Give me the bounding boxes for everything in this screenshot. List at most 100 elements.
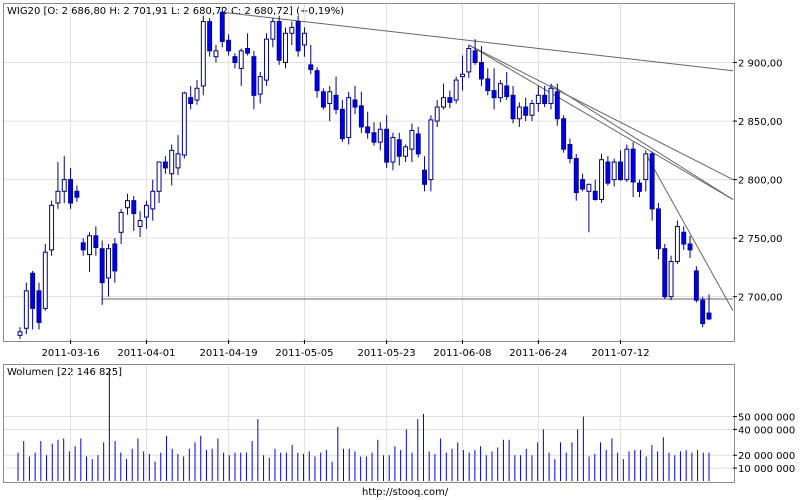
- candle-down: [219, 11, 225, 42]
- candle-down: [74, 190, 80, 198]
- candle-down: [333, 94, 339, 110]
- candle-down: [567, 143, 573, 160]
- candle-down: [472, 50, 478, 64]
- price-y-tick-label: 2 750,00: [738, 234, 783, 245]
- candle-down: [630, 148, 636, 183]
- candle-up: [497, 83, 503, 99]
- candle-up: [668, 261, 674, 298]
- candle-down: [80, 242, 86, 251]
- candle-up: [49, 204, 55, 251]
- candle-down: [700, 299, 706, 325]
- candle-up: [156, 161, 162, 192]
- price-y-tick-label: 2 700,00: [738, 293, 783, 304]
- candle-up: [181, 92, 187, 156]
- candle-down: [339, 108, 345, 140]
- candle-up: [346, 97, 352, 138]
- candle-up: [327, 91, 333, 105]
- candle-down: [396, 139, 402, 157]
- candle-down: [561, 118, 567, 150]
- candle-up: [87, 235, 92, 256]
- candle-down: [112, 243, 118, 272]
- candle-up: [428, 119, 434, 181]
- candle-down: [384, 128, 390, 163]
- candle-down: [447, 97, 453, 103]
- price-x-tick-label: 2011-04-01: [117, 348, 175, 359]
- candle-down: [358, 105, 364, 128]
- trend-line: [468, 44, 734, 200]
- candle-up: [624, 148, 630, 181]
- candle-down: [371, 132, 377, 143]
- price-x-tick-label: 2011-03-16: [42, 348, 100, 359]
- candle-down: [706, 312, 712, 320]
- candle-up: [409, 129, 415, 150]
- candle-up: [403, 146, 409, 157]
- candle-down: [207, 21, 213, 52]
- price-y-tick-label: 2 800,00: [738, 176, 783, 187]
- candle-up: [175, 153, 181, 169]
- candle-up: [137, 220, 143, 227]
- candle-up: [150, 190, 156, 210]
- candle-up: [516, 106, 522, 120]
- volume-y-tick-label: 10 000 000: [738, 464, 795, 475]
- candle-up: [238, 50, 244, 69]
- price-x-tick-label: 2011-05-05: [275, 348, 333, 359]
- candle-down: [618, 161, 623, 181]
- candle-down: [649, 153, 655, 210]
- candle-down: [314, 70, 320, 92]
- candle-up: [194, 87, 200, 101]
- candle-down: [662, 248, 668, 298]
- candle-down: [478, 62, 484, 80]
- candle-up: [213, 50, 219, 58]
- candle-down: [352, 99, 358, 108]
- candle-up: [548, 87, 554, 105]
- price-header: WIG20 [O: 2 686,80 H: 2 701,91 L: 2 680,…: [7, 6, 345, 17]
- candle-up: [17, 331, 23, 336]
- price-y-tick-label: 2 900,00: [738, 59, 783, 70]
- candle-down: [245, 47, 251, 54]
- candle-up: [264, 38, 269, 81]
- volume-header: Wolumen [22 146 825]: [7, 367, 123, 378]
- candle-down: [30, 272, 36, 309]
- candle-down: [542, 94, 548, 105]
- candle-up: [643, 153, 649, 181]
- candle-up: [453, 79, 459, 101]
- candle-up: [289, 26, 295, 34]
- price-x-tick-label: 2011-04-19: [200, 348, 258, 359]
- candle-up: [124, 200, 130, 209]
- candle-down: [523, 106, 529, 116]
- candle-up: [270, 21, 276, 40]
- candle-down: [655, 208, 661, 250]
- candle-down: [99, 248, 105, 284]
- candle-down: [637, 182, 642, 192]
- candle-up: [55, 190, 61, 204]
- price-x-tick-label: 2011-06-24: [509, 348, 567, 359]
- candle-down: [415, 133, 421, 155]
- candle-down: [510, 94, 516, 120]
- candle-up: [535, 94, 541, 105]
- price-x-tick-label: 2011-07-12: [591, 348, 649, 359]
- candle-up: [377, 128, 383, 143]
- volume-y-tick-label: 40 000 000: [738, 425, 795, 436]
- candle-down: [687, 243, 693, 251]
- candle-up: [529, 103, 535, 116]
- price-x-tick-label: 2011-05-23: [358, 348, 416, 359]
- candle-down: [131, 200, 137, 215]
- volume-y-tick-label: 50 000 000: [738, 413, 795, 424]
- volume-y-tick-label: 20 000 000: [738, 451, 795, 462]
- trend-line: [550, 84, 734, 200]
- candle-up: [434, 106, 440, 122]
- candle-up: [599, 159, 605, 201]
- candle-down: [36, 290, 42, 323]
- candle-up: [586, 183, 592, 192]
- candle-up: [283, 32, 288, 64]
- candle-down: [554, 91, 560, 120]
- candle-up: [61, 179, 67, 192]
- candle-up: [169, 149, 175, 175]
- candle-up: [42, 251, 48, 309]
- candle-down: [573, 158, 579, 193]
- candle-up: [200, 21, 206, 87]
- candle-down: [232, 56, 238, 64]
